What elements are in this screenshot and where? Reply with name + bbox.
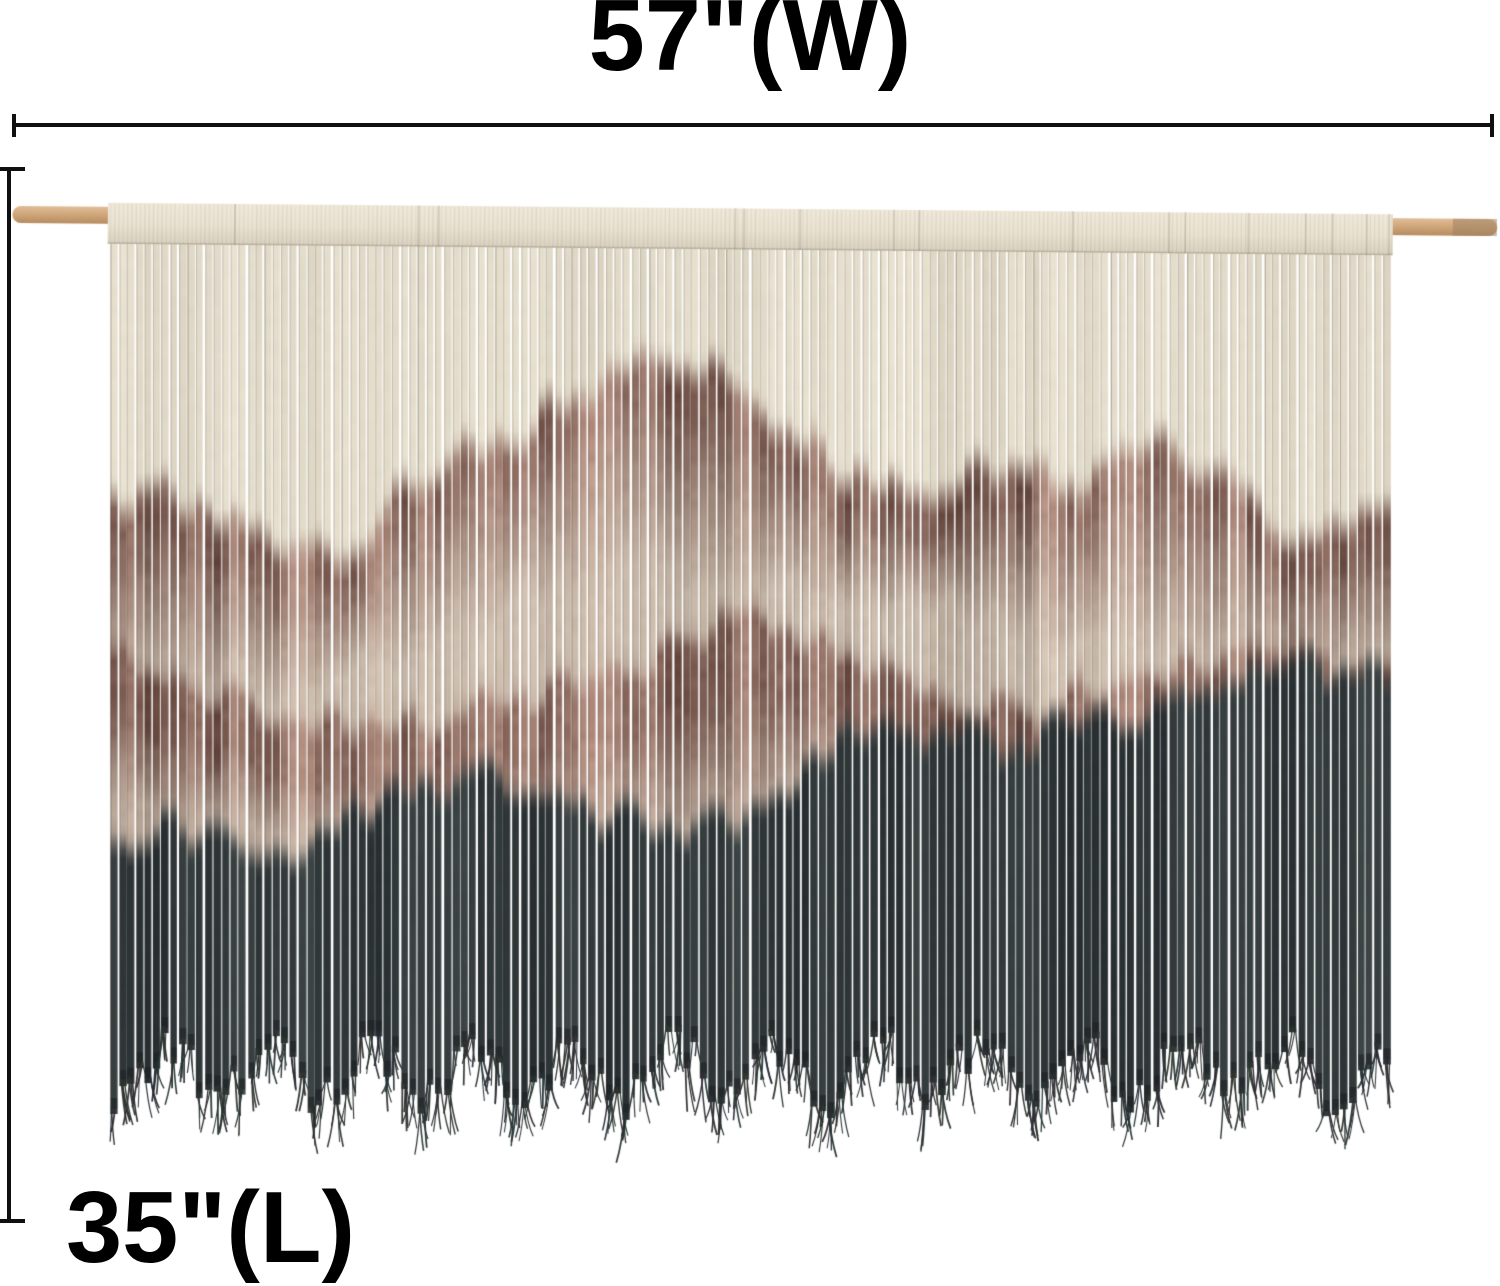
measure-tick-icon bbox=[1490, 114, 1494, 137]
width-measure-line bbox=[12, 114, 1494, 137]
length-dimension-label: 35"(L) bbox=[66, 1172, 356, 1284]
measure-tick-icon bbox=[0, 167, 25, 171]
measure-tick-icon bbox=[0, 1219, 25, 1223]
width-dimension-label: 57"(W) bbox=[588, 0, 912, 92]
measure-tick-icon bbox=[12, 114, 16, 137]
length-measure-line bbox=[0, 167, 25, 1223]
